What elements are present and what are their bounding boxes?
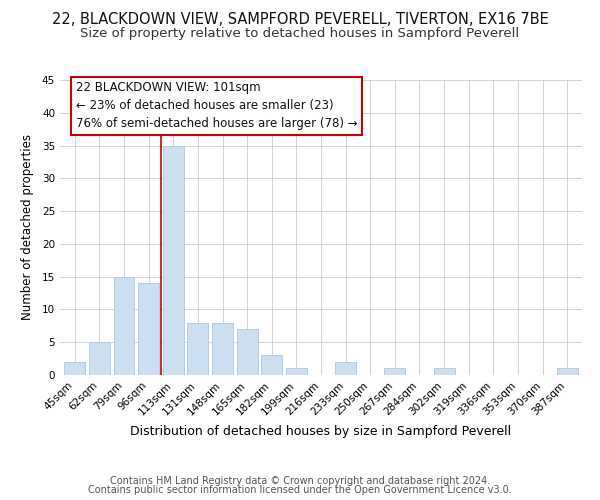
- Bar: [286, 368, 307, 375]
- Bar: [434, 368, 455, 375]
- Bar: [64, 362, 85, 375]
- Text: 22 BLACKDOWN VIEW: 101sqm
← 23% of detached houses are smaller (23)
76% of semi-: 22 BLACKDOWN VIEW: 101sqm ← 23% of detac…: [76, 82, 357, 130]
- Bar: [113, 276, 134, 375]
- Bar: [89, 342, 110, 375]
- Bar: [138, 283, 159, 375]
- Bar: [385, 368, 406, 375]
- Bar: [163, 146, 184, 375]
- Bar: [557, 368, 578, 375]
- Text: Contains public sector information licensed under the Open Government Licence v3: Contains public sector information licen…: [88, 485, 512, 495]
- X-axis label: Distribution of detached houses by size in Sampford Peverell: Distribution of detached houses by size …: [130, 425, 512, 438]
- Bar: [212, 322, 233, 375]
- Y-axis label: Number of detached properties: Number of detached properties: [20, 134, 34, 320]
- Text: Contains HM Land Registry data © Crown copyright and database right 2024.: Contains HM Land Registry data © Crown c…: [110, 476, 490, 486]
- Bar: [335, 362, 356, 375]
- Text: Size of property relative to detached houses in Sampford Peverell: Size of property relative to detached ho…: [80, 28, 520, 40]
- Bar: [187, 322, 208, 375]
- Bar: [261, 356, 282, 375]
- Text: 22, BLACKDOWN VIEW, SAMPFORD PEVERELL, TIVERTON, EX16 7BE: 22, BLACKDOWN VIEW, SAMPFORD PEVERELL, T…: [52, 12, 548, 28]
- Bar: [236, 329, 257, 375]
